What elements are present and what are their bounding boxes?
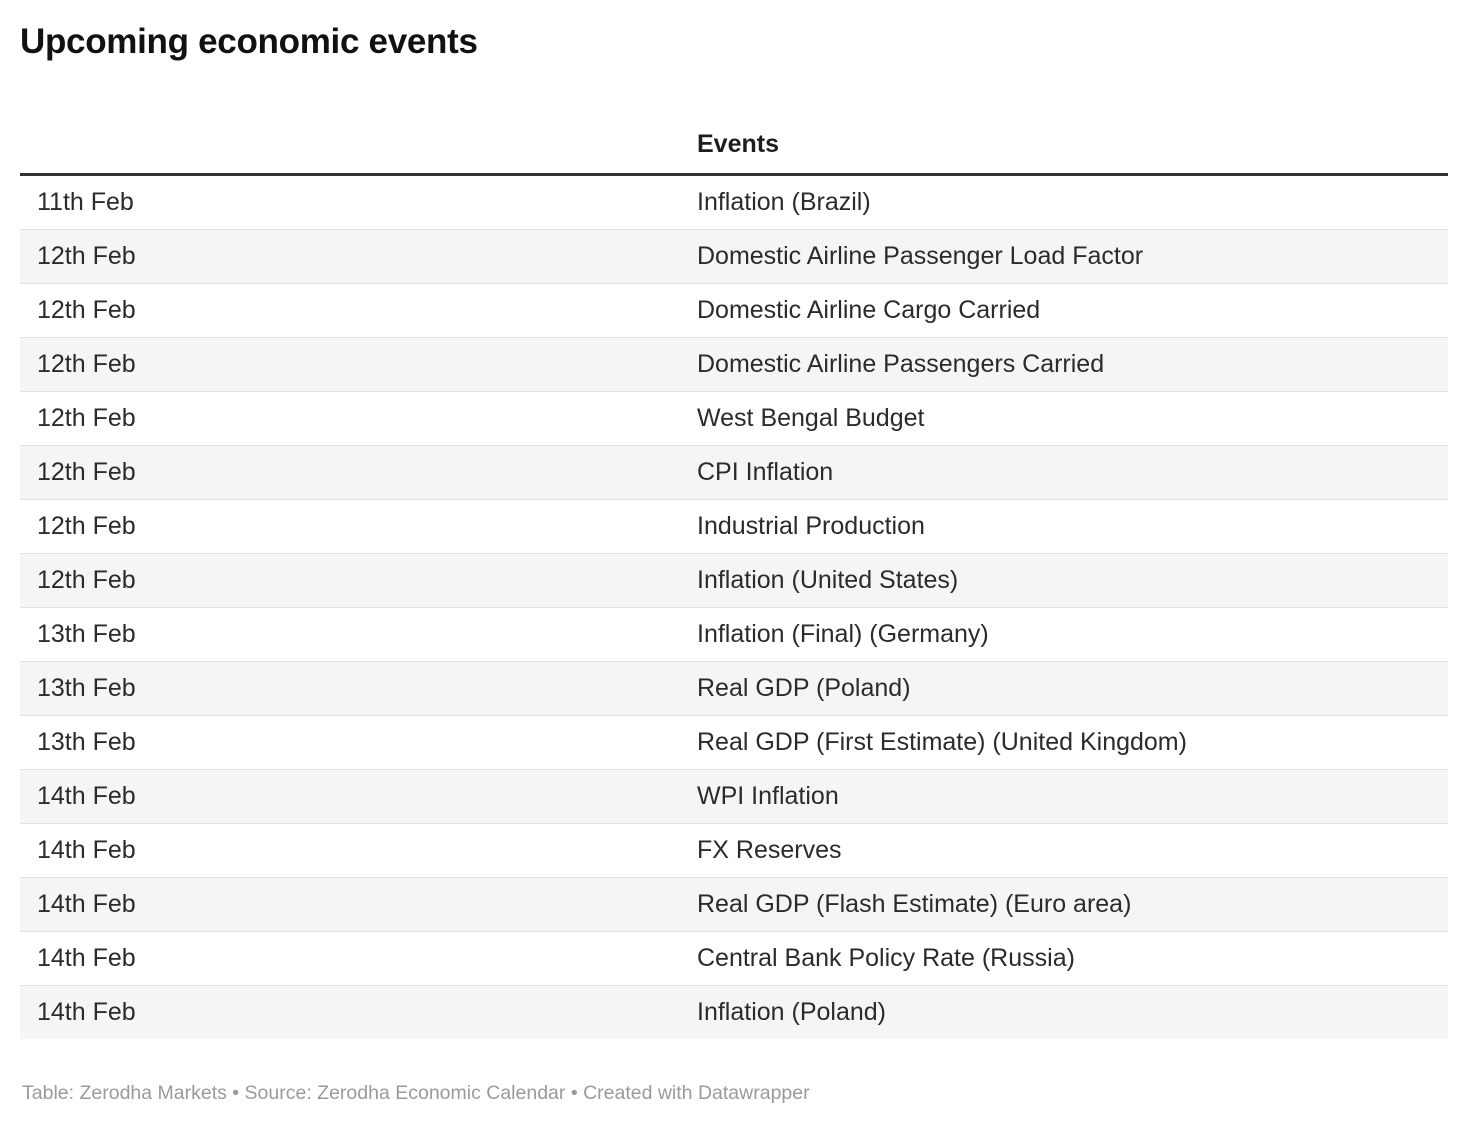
event-cell: Inflation (Final) (Germany): [697, 619, 989, 648]
event-cell: West Bengal Budget: [697, 403, 925, 432]
table-credit-link[interactable]: Zerodha Markets: [79, 1081, 227, 1104]
date-cell: 13th Feb: [37, 619, 136, 648]
table-row: 12th Feb Domestic Airline Cargo Carried: [20, 283, 1448, 337]
table-header-row: Events: [20, 130, 1448, 175]
date-cell: 14th Feb: [37, 943, 136, 972]
column-header-date: [20, 130, 680, 175]
table-row: 14th Feb Real GDP (Flash Estimate) (Euro…: [20, 877, 1448, 932]
table-row: 14th Feb FX Reserves: [20, 823, 1448, 877]
event-cell: Real GDP (Poland): [697, 673, 911, 702]
date-cell: 12th Feb: [37, 403, 136, 432]
event-cell: Domestic Airline Passengers Carried: [697, 349, 1105, 378]
date-cell: 12th Feb: [37, 241, 136, 270]
date-cell: 14th Feb: [37, 997, 136, 1026]
date-cell: 13th Feb: [37, 727, 136, 756]
date-cell: 11th Feb: [37, 187, 134, 216]
datawrapper-credit-link[interactable]: Datawrapper: [697, 1081, 810, 1104]
events-table: Events 11th Feb Inflation (Brazil) 12th …: [20, 130, 1448, 1039]
table-row: 13th Feb Inflation (Final) (Germany): [20, 607, 1448, 661]
attribution-footer: Table: Zerodha Markets • Source: Zerodha…: [20, 1081, 1448, 1106]
table-row: 12th Feb Industrial Production: [20, 499, 1448, 553]
footer-separator: •: [570, 1081, 578, 1104]
table-row: 13th Feb Real GDP (First Estimate) (Unit…: [20, 715, 1448, 769]
table-row: 14th Feb WPI Inflation: [20, 769, 1448, 824]
table-row: 12th Feb Inflation (United States): [20, 553, 1448, 608]
created-with-label: Created with: [583, 1081, 693, 1104]
table-row: 13th Feb Real GDP (Poland): [20, 661, 1448, 716]
date-cell: 12th Feb: [37, 511, 136, 540]
source-credit-label: Source:: [244, 1081, 312, 1104]
table-row: 12th Feb CPI Inflation: [20, 445, 1448, 500]
date-cell: 12th Feb: [37, 295, 136, 324]
table-row: 14th Feb Central Bank Policy Rate (Russi…: [20, 931, 1448, 985]
date-cell: 12th Feb: [37, 565, 136, 594]
event-cell: WPI Inflation: [697, 781, 839, 810]
event-cell: Inflation (United States): [697, 565, 959, 594]
table-credit-label: Table:: [22, 1081, 75, 1104]
event-cell: Domestic Airline Cargo Carried: [697, 295, 1041, 324]
table-row: 11th Feb Inflation (Brazil): [20, 174, 1448, 229]
event-cell: Real GDP (Flash Estimate) (Euro area): [697, 889, 1132, 918]
date-cell: 12th Feb: [37, 349, 136, 378]
footer-separator: •: [232, 1081, 240, 1104]
source-credit-link[interactable]: Zerodha Economic Calendar: [317, 1081, 566, 1104]
date-cell: 13th Feb: [37, 673, 136, 702]
date-cell: 14th Feb: [37, 835, 136, 864]
event-cell: Industrial Production: [697, 511, 925, 540]
table-row: 12th Feb West Bengal Budget: [20, 391, 1448, 445]
date-cell: 12th Feb: [37, 457, 136, 486]
event-cell: FX Reserves: [697, 835, 842, 864]
event-cell: Inflation (Poland): [697, 997, 887, 1026]
event-cell: Real GDP (First Estimate) (United Kingdo…: [697, 727, 1187, 756]
event-cell: Domestic Airline Passenger Load Factor: [697, 241, 1144, 270]
page-title: Upcoming economic events: [20, 22, 478, 61]
date-cell: 14th Feb: [37, 781, 136, 810]
date-cell: 14th Feb: [37, 889, 136, 918]
table-row: 14th Feb Inflation (Poland): [20, 985, 1448, 1039]
event-cell: Inflation (Brazil): [697, 187, 871, 216]
event-cell: Central Bank Policy Rate (Russia): [697, 943, 1075, 972]
table-row: 12th Feb Domestic Airline Passenger Load…: [20, 229, 1448, 284]
event-cell: CPI Inflation: [697, 457, 834, 486]
table-row: 12th Feb Domestic Airline Passengers Car…: [20, 337, 1448, 392]
column-header-events: Events: [697, 129, 779, 158]
